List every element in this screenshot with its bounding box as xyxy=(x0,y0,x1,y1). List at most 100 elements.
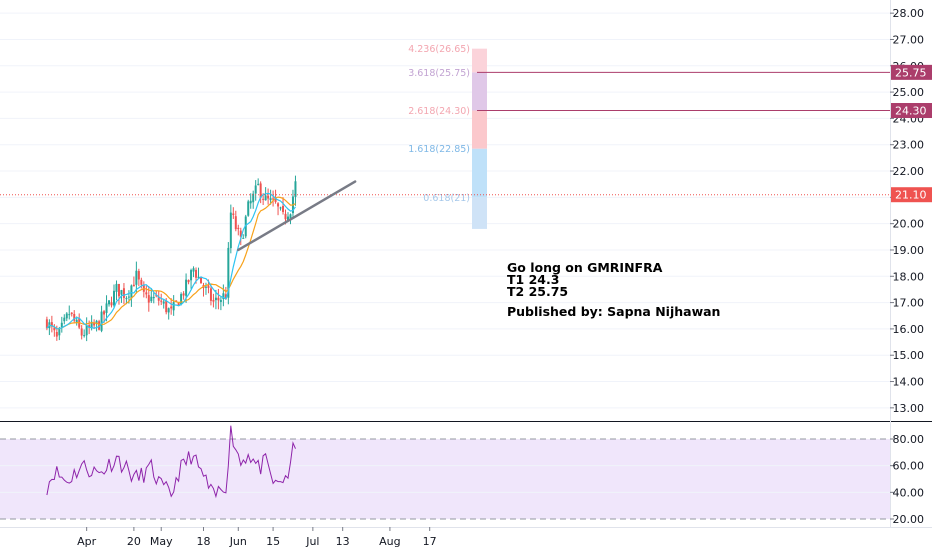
candle-body xyxy=(257,183,260,185)
candle-body xyxy=(65,313,68,319)
price-tick-label: 16.00 xyxy=(893,323,925,336)
candle-body xyxy=(272,198,275,200)
candle-body xyxy=(247,201,250,216)
time-tick-label: Apr xyxy=(77,535,97,548)
candle-body xyxy=(249,200,252,204)
candle-body xyxy=(127,296,130,298)
rsi-tick-label: 60.00 xyxy=(893,460,925,473)
candle-body xyxy=(282,205,285,213)
trade-note-line: T2 25.75 xyxy=(507,284,568,299)
candle-body xyxy=(45,319,48,329)
candle-body xyxy=(147,295,150,303)
candle-body xyxy=(244,216,247,237)
candle-body xyxy=(115,283,118,292)
candle-body xyxy=(242,237,245,239)
rsi-tick-label: 20.00 xyxy=(893,513,925,526)
candle-body xyxy=(190,270,193,281)
candle-body xyxy=(254,185,257,194)
candle-body xyxy=(152,296,155,299)
candle-body xyxy=(58,328,61,336)
candle-body xyxy=(137,271,140,280)
candle-body xyxy=(252,193,255,203)
last-price-badge-bg xyxy=(891,187,932,203)
moving-average-fast xyxy=(46,192,296,330)
trade-note-line: T1 24.3 xyxy=(507,272,559,287)
price-grid xyxy=(0,12,932,422)
price-tick-label: 25.00 xyxy=(893,86,925,99)
candle-body xyxy=(197,276,200,278)
candle-body xyxy=(95,320,98,324)
candle-body xyxy=(150,296,153,302)
candle-body xyxy=(192,268,195,272)
fib-level-label: 4.236(26.65) xyxy=(408,44,470,55)
rsi-band xyxy=(0,439,890,519)
candle-body xyxy=(135,270,138,285)
candle-body xyxy=(239,230,242,237)
price-tick-label: 22.00 xyxy=(893,165,925,178)
candle-body xyxy=(105,303,108,313)
time-tick-label: 15 xyxy=(266,535,280,548)
candle-body xyxy=(122,288,125,298)
candle-body xyxy=(294,181,297,197)
candle-body xyxy=(145,292,148,295)
rsi-tick-label: 40.00 xyxy=(893,486,925,499)
time-tick-label: Jun xyxy=(229,535,247,548)
rsi-pane[interactable] xyxy=(0,425,932,528)
price-tick-label: 13.00 xyxy=(893,402,925,415)
candle-body xyxy=(165,300,168,313)
price-tick-label: 28.00 xyxy=(893,7,925,20)
candle-body xyxy=(274,197,277,202)
candle-body xyxy=(120,290,123,295)
candle-body xyxy=(88,325,91,328)
candle-body xyxy=(55,332,58,337)
rsi-tick-label: 80.00 xyxy=(893,433,925,446)
price-tick-label: 15.00 xyxy=(893,349,925,362)
time-tick-label: May xyxy=(150,535,173,548)
time-tick-label: 13 xyxy=(336,535,350,548)
candle-body xyxy=(132,284,135,287)
candle-body xyxy=(162,301,165,304)
candle-body xyxy=(170,306,173,309)
candle-body xyxy=(229,212,232,249)
candle-body xyxy=(108,300,111,305)
price-tick-label: 19.00 xyxy=(893,244,925,257)
price-tick-label: 14.00 xyxy=(893,376,925,389)
candle-body xyxy=(100,311,103,331)
candle-body xyxy=(157,296,160,301)
fib-level-label: 3.618(25.75) xyxy=(408,68,470,79)
candle-body xyxy=(209,288,212,301)
drawing-overlays[interactable] xyxy=(0,71,890,252)
candle-body xyxy=(50,322,53,327)
fib-level-label: 1.618(22.85) xyxy=(408,144,470,155)
candle-body xyxy=(237,227,240,230)
axes[interactable]: 13.00 14.00 15.00 16.00 17.00 18.00 19.00 20.00… xyxy=(77,0,932,548)
candle-body xyxy=(212,299,215,302)
candle-body xyxy=(232,213,235,215)
price-pane[interactable]: 0.618(21) 1.618(22.85) 2.618(24.30) 3.618(2… xyxy=(0,12,932,422)
time-tick-label: Aug xyxy=(379,535,400,548)
candle-body xyxy=(93,322,96,326)
rsi-series xyxy=(46,425,296,499)
candle-body xyxy=(207,285,210,289)
trade-note-line: Published by: Sapna Nijhawan xyxy=(507,304,720,319)
trade-note-line: Go long on GMRINFRA xyxy=(507,260,663,275)
fib-extension[interactable]: 0.618(21) 1.618(22.85) 2.618(24.30) 3.618(2… xyxy=(408,44,487,229)
candle-body xyxy=(68,314,71,316)
candle-body xyxy=(277,203,280,207)
candle-body xyxy=(187,279,190,283)
candle-body xyxy=(262,198,265,200)
candle-body xyxy=(103,311,106,315)
candle-body xyxy=(185,279,188,296)
candle-body xyxy=(222,293,225,299)
candle-body xyxy=(75,319,78,323)
candle-body xyxy=(73,313,76,321)
fib-level-label: 2.618(24.30) xyxy=(408,106,470,117)
candle-body xyxy=(234,216,237,230)
candle-body xyxy=(279,207,282,209)
price-tick-label: 20.00 xyxy=(893,218,925,231)
candle-body xyxy=(214,297,217,301)
target-price-badge: 24.30 xyxy=(895,105,927,118)
candle-body xyxy=(110,302,113,306)
